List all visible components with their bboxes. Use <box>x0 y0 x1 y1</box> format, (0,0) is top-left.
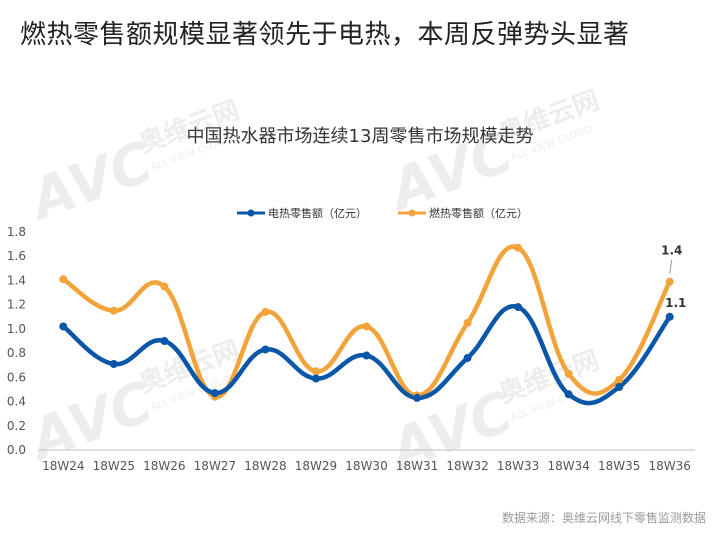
legend-item-gas: 燃热零售额（亿元） <box>398 206 528 220</box>
chart-title: 中国热水器市场连续13周零售市场规模走势 <box>186 126 534 147</box>
y-tick-label: 1.6 <box>7 249 26 263</box>
point-electric <box>463 353 472 362</box>
y-tick-label: 1.4 <box>7 273 26 287</box>
data-label-electric: 1.1 <box>665 296 686 310</box>
plot-area: 1.4 1.1 <box>59 243 686 406</box>
point-gas <box>514 243 523 252</box>
point-electric <box>615 383 624 392</box>
x-tick-label: 18W24 <box>42 459 84 473</box>
y-tick-label: 0.8 <box>7 346 26 360</box>
y-tick-label: 1.0 <box>7 322 26 336</box>
headline: 燃热零售额规模显著领先于电热，本周反弹势头显著 <box>20 20 630 50</box>
point-electric <box>109 360 118 369</box>
legend-label-electric: 电热零售额（亿元） <box>268 206 367 220</box>
data-label-gas: 1.4 <box>661 244 682 258</box>
x-tick-label: 18W32 <box>446 459 488 473</box>
watermark-group: AVC 奥维云网 ALL VIEW CLOUD AVC 奥维云网 ALL VIE… <box>19 85 604 485</box>
x-tick-label: 18W34 <box>547 459 589 473</box>
point-gas <box>463 318 472 327</box>
y-tick-label: 1.2 <box>7 298 26 312</box>
legend: 电热零售额（亿元） 燃热零售额（亿元） <box>237 206 528 220</box>
point-electric <box>665 312 674 321</box>
point-electric <box>160 337 169 345</box>
y-tick-label: 1.8 <box>7 225 26 239</box>
x-tick-label: 18W36 <box>649 459 691 473</box>
x-tick-label: 18W28 <box>244 459 286 473</box>
y-tick-label: 0.4 <box>7 395 26 409</box>
x-tick-label: 18W25 <box>93 459 135 473</box>
point-gas <box>665 277 674 286</box>
y-tick-label: 0.6 <box>7 370 26 384</box>
x-tick-label: 18W27 <box>194 459 236 473</box>
point-electric <box>514 303 523 312</box>
y-tick-label: 0.0 <box>7 443 26 457</box>
point-electric <box>413 393 422 402</box>
x-tick-label: 18W26 <box>143 459 185 473</box>
axes: 0.0 0.2 0.4 0.6 0.8 1.0 1.2 1.4 1.6 1.8 18W24 18W25… <box>7 225 695 473</box>
point-gas <box>59 275 68 284</box>
y-tick-label: 0.2 <box>7 419 26 433</box>
point-gas <box>160 282 169 291</box>
point-gas <box>261 307 270 316</box>
point-electric <box>311 374 320 383</box>
point-gas <box>362 322 371 331</box>
point-electric <box>59 322 68 331</box>
point-electric <box>210 389 219 398</box>
x-tick-label: 18W35 <box>598 459 640 473</box>
legend-label-gas: 燃热零售额（亿元） <box>429 206 528 220</box>
x-tick-label: 18W33 <box>497 459 539 473</box>
x-tick-label: 18W30 <box>345 459 387 473</box>
point-gas <box>311 367 320 376</box>
point-electric <box>564 390 573 399</box>
point-electric <box>362 351 371 360</box>
x-tick-label: 18W31 <box>396 459 438 473</box>
point-electric <box>261 345 270 354</box>
x-tick-label: 18W29 <box>295 459 337 473</box>
data-label-leader <box>669 259 673 274</box>
legend-item-electric: 电热零售额（亿元） <box>237 206 367 220</box>
point-gas <box>615 375 624 384</box>
data-source-note: 数据来源：奥维云网线下零售监测数据 <box>501 511 706 525</box>
point-gas <box>109 306 118 315</box>
point-gas <box>564 369 573 378</box>
